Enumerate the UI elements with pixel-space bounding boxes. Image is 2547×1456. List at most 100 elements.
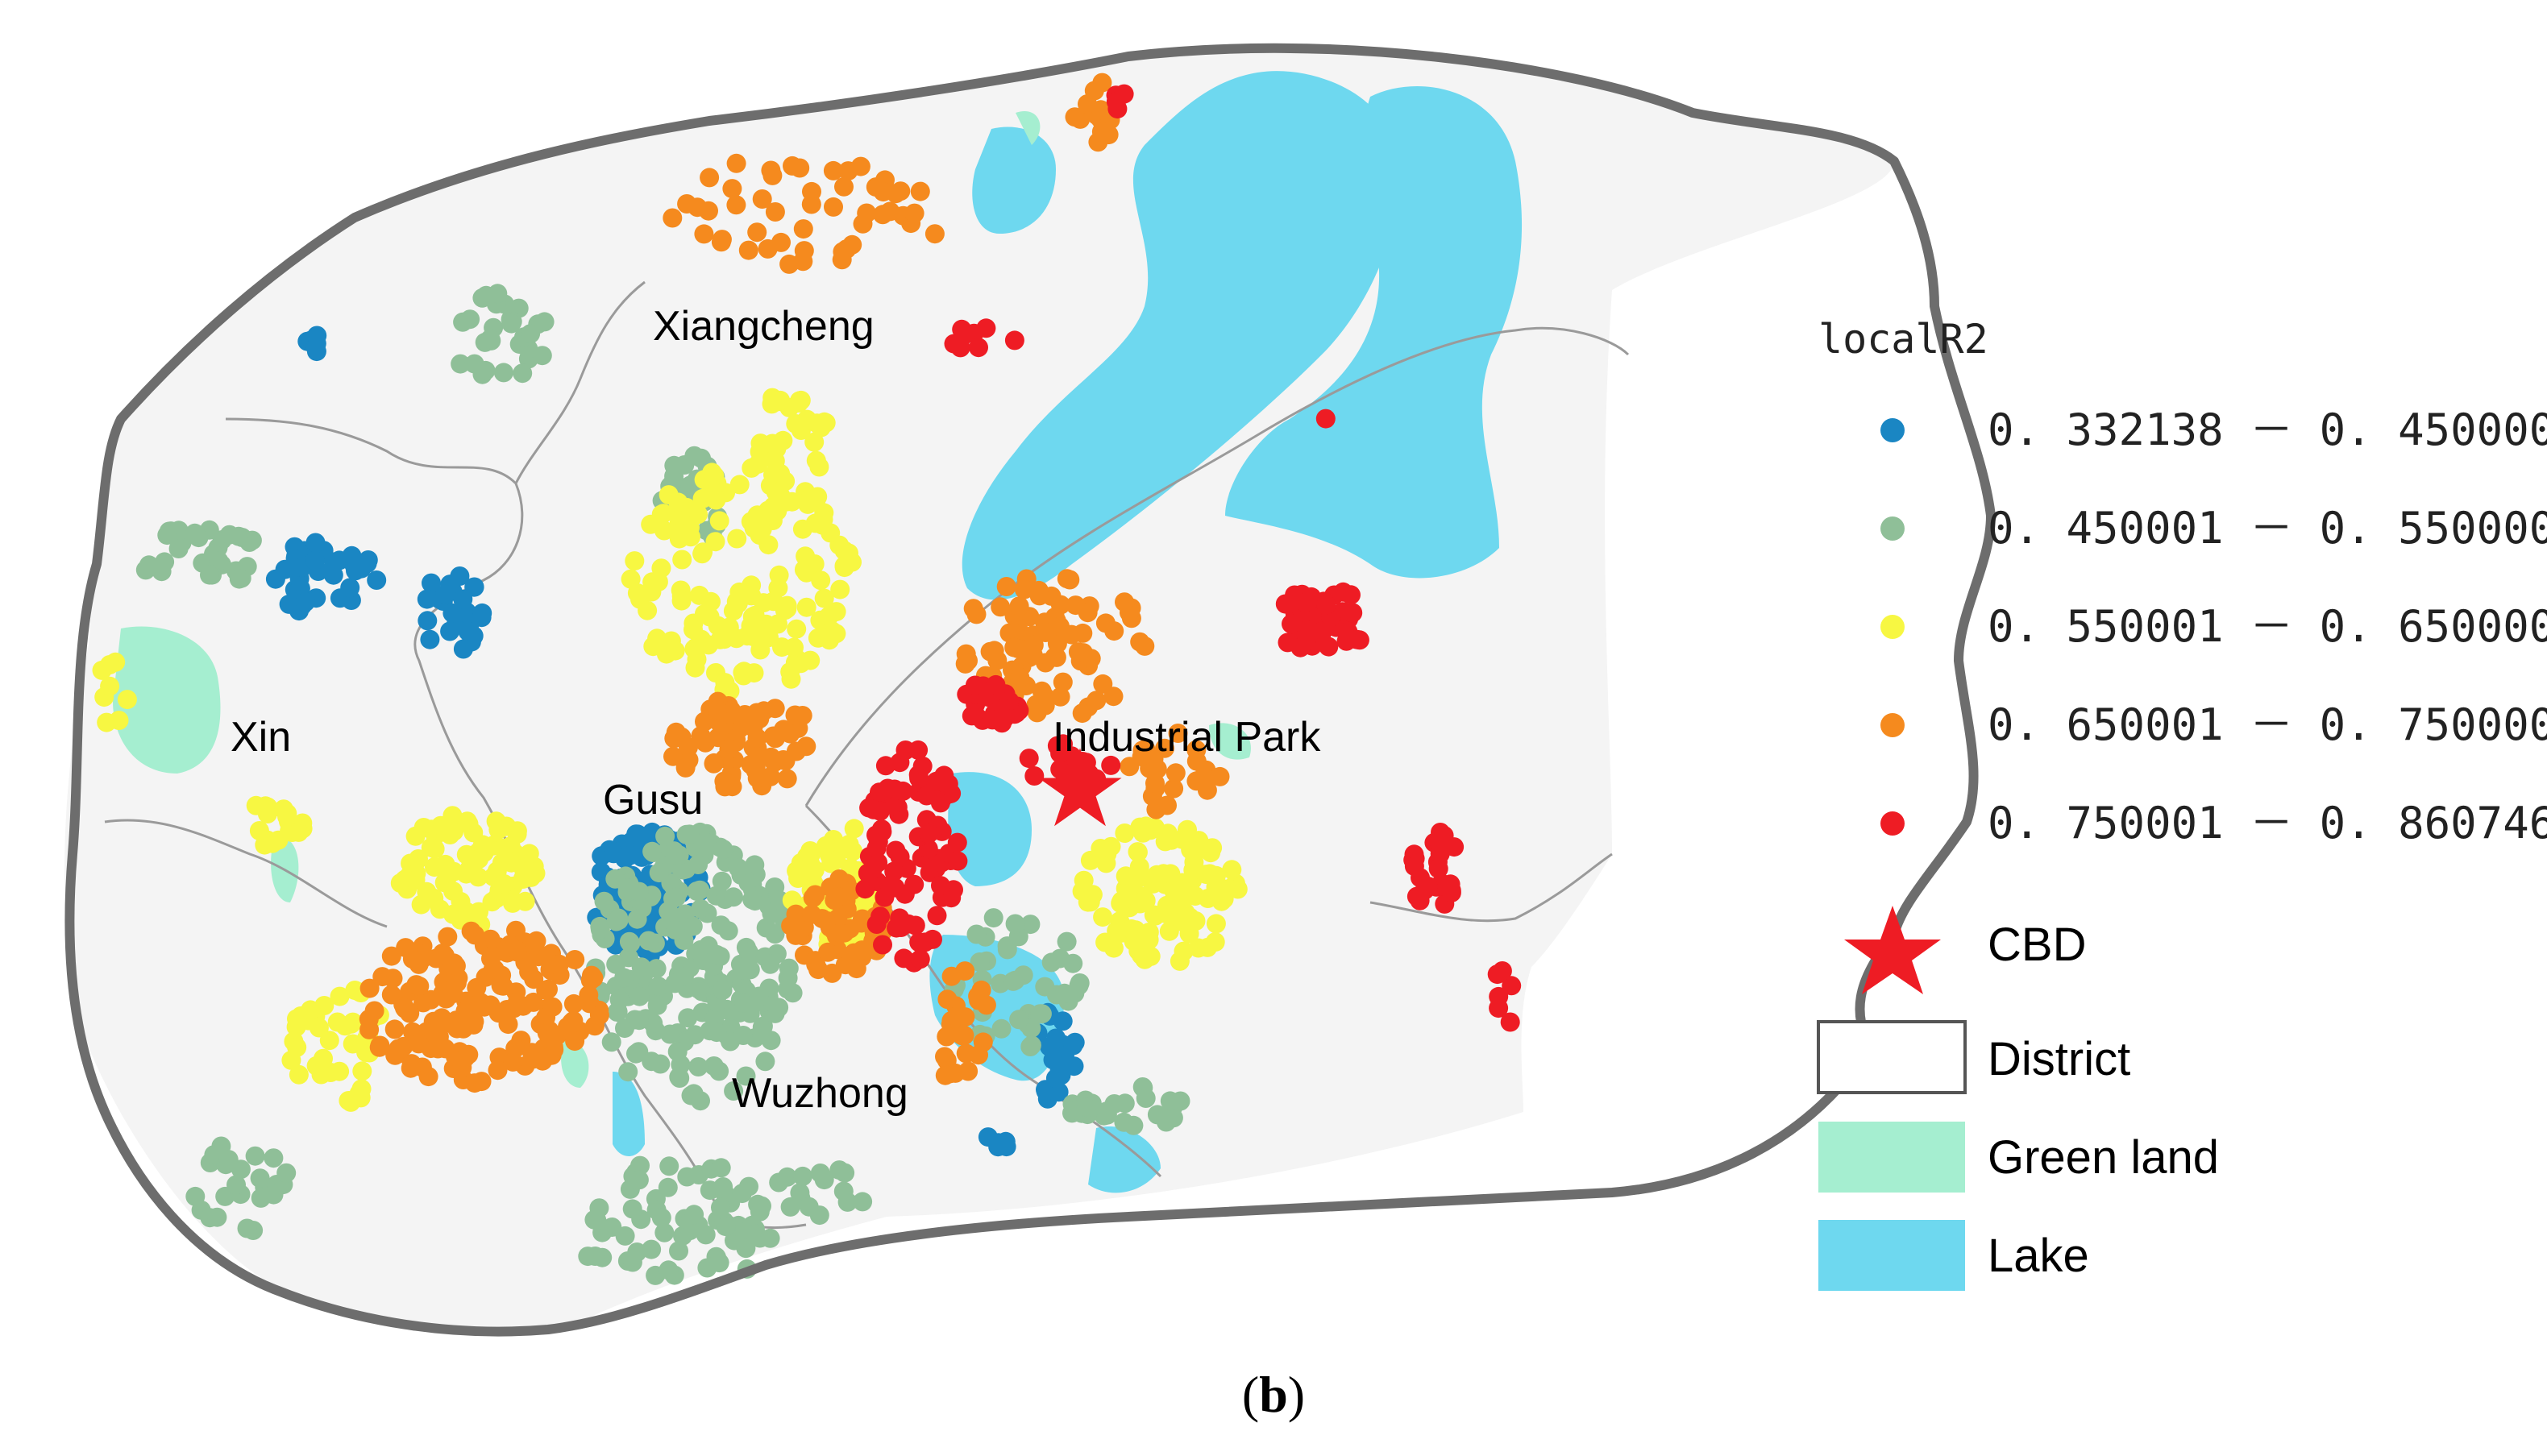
map-point — [976, 318, 996, 338]
map-point — [1054, 983, 1074, 1003]
map-point — [627, 909, 647, 929]
legend-cbd-star-icon — [1844, 906, 1941, 994]
map-point — [622, 831, 642, 851]
map-point — [1211, 891, 1232, 911]
map-point — [1080, 892, 1100, 912]
map-point — [769, 998, 789, 1018]
map-point — [381, 985, 401, 1005]
map-point — [873, 935, 892, 955]
map-point — [923, 929, 942, 949]
map-point — [805, 513, 825, 533]
map-point — [519, 844, 539, 864]
map-point — [669, 1067, 689, 1087]
map-point — [1222, 860, 1242, 880]
map-point — [430, 815, 451, 836]
map-point — [1164, 778, 1184, 799]
map-point — [1161, 864, 1181, 884]
map-point — [1444, 837, 1465, 857]
map-point — [305, 550, 325, 570]
legend-range: 0. 550001 － 0. 650000 — [1988, 601, 2547, 652]
map-point — [752, 189, 772, 209]
map-point — [1278, 633, 1298, 653]
map-point — [1060, 570, 1080, 590]
map-point — [458, 621, 478, 641]
map-point — [768, 578, 788, 598]
map-point — [446, 956, 466, 976]
map-point — [795, 860, 815, 880]
map-point — [935, 1047, 954, 1067]
map-point — [649, 863, 669, 883]
map-point — [709, 511, 729, 531]
map-point — [1004, 330, 1024, 351]
map-point — [1319, 637, 1339, 657]
legend-dot-red — [1880, 811, 1905, 836]
map-point — [1005, 914, 1025, 934]
map-point — [472, 835, 492, 855]
map-point — [1116, 866, 1136, 886]
map-point — [558, 1017, 577, 1037]
map-point — [684, 1205, 704, 1225]
map-point — [1161, 830, 1182, 850]
map-point — [704, 753, 724, 774]
map-point — [969, 338, 988, 358]
map-point — [833, 1181, 854, 1201]
map-point — [930, 793, 950, 813]
map-point — [1014, 579, 1034, 599]
map-point — [1311, 622, 1331, 642]
map-point — [301, 1000, 321, 1020]
map-point — [894, 948, 914, 969]
map-point — [710, 629, 730, 649]
map-point — [991, 597, 1011, 617]
legend-title: localR2 — [1818, 316, 1988, 363]
legend-lake-swatch — [1818, 1220, 1965, 1291]
map-point — [991, 1018, 1012, 1039]
map-point — [619, 931, 639, 952]
legend-green-land-swatch — [1818, 1122, 1965, 1193]
map-point — [493, 363, 513, 383]
map-point — [168, 539, 189, 558]
map-point — [1091, 839, 1111, 858]
map-point — [704, 1056, 724, 1076]
map-point — [728, 858, 748, 878]
map-point — [207, 1207, 227, 1227]
map-point — [732, 960, 752, 980]
map-point — [346, 561, 365, 581]
map-point — [1174, 941, 1194, 961]
map-point — [1111, 891, 1132, 911]
map-point — [804, 432, 825, 452]
map-point — [1129, 857, 1149, 877]
map-point — [675, 455, 695, 475]
map-point — [910, 181, 930, 201]
map-point — [863, 799, 883, 819]
map-point — [828, 887, 848, 907]
map-point — [638, 931, 659, 951]
map-point — [381, 946, 401, 966]
map-point — [948, 851, 968, 871]
map-point — [963, 599, 983, 619]
map-point — [289, 1064, 309, 1085]
map-point — [918, 823, 938, 844]
map-point — [621, 569, 641, 589]
map-point — [701, 591, 721, 612]
map-point — [646, 959, 667, 979]
map-point — [808, 487, 828, 507]
map-point — [762, 165, 783, 185]
map-point — [752, 1196, 771, 1216]
map-point — [973, 1032, 993, 1052]
map-point — [1301, 588, 1321, 608]
map-point — [950, 338, 970, 358]
map-point — [367, 570, 387, 590]
map-point — [1096, 1101, 1116, 1122]
map-point — [781, 915, 801, 935]
map-point — [873, 182, 893, 202]
map-point — [790, 1183, 810, 1203]
map-point — [769, 1172, 789, 1193]
map-point — [418, 611, 438, 631]
map-point — [669, 845, 689, 865]
map-point — [931, 876, 950, 896]
map-point — [1036, 653, 1056, 673]
map-point — [1091, 122, 1111, 142]
map-point — [870, 906, 891, 927]
map-point — [532, 346, 552, 366]
